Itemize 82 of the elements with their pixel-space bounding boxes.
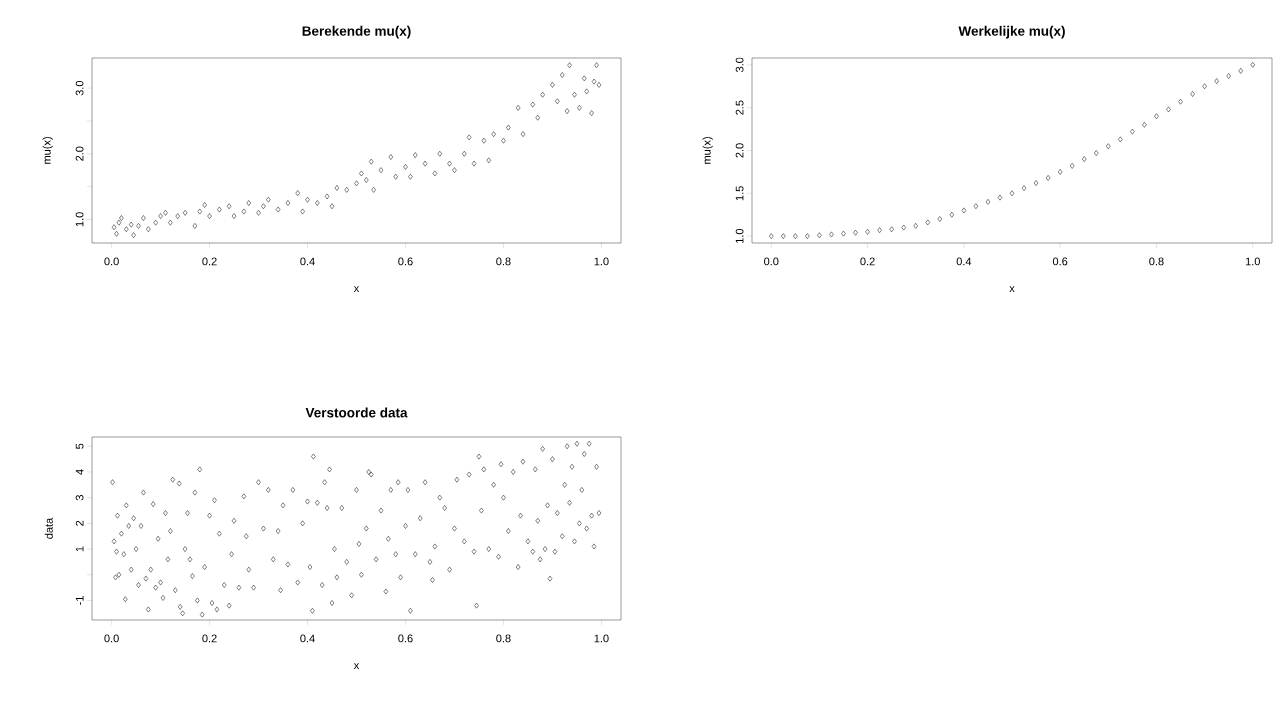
x-tick-label: 0.6 — [398, 634, 413, 643]
x-tick-label: 1.0 — [1245, 257, 1260, 266]
point — [1106, 143, 1111, 150]
point — [1070, 163, 1075, 169]
y-tick-label: 4 — [75, 469, 84, 475]
chart-title: Verstoorde data — [305, 407, 408, 418]
x-tick-label: 0.4 — [300, 634, 315, 643]
point — [997, 194, 1003, 201]
x-axis-title: x — [353, 286, 360, 292]
point — [1178, 98, 1183, 105]
x-axis-title: x — [1009, 286, 1015, 292]
y-tick-label: 2 — [75, 520, 84, 526]
point — [985, 199, 991, 205]
point — [781, 233, 786, 239]
point — [1021, 185, 1027, 192]
point — [769, 233, 774, 239]
point — [1190, 91, 1195, 97]
x-tick-label: 0.0 — [764, 257, 779, 266]
x-tick-label: 0.8 — [496, 257, 511, 266]
chart-title: Werkelijke mu(x) — [958, 25, 1065, 39]
x-tick-label: 0.8 — [1149, 257, 1164, 266]
x-tick-label: 0.4 — [300, 257, 315, 266]
y-tick-label: 2.0 — [75, 146, 84, 161]
x-tick-label: 0.2 — [860, 257, 875, 266]
point — [1154, 113, 1159, 120]
y-tick-label: 1.0 — [75, 212, 84, 227]
y-tick-label: -1 — [75, 596, 84, 605]
point — [913, 223, 918, 229]
point — [829, 231, 834, 238]
point — [1166, 106, 1171, 113]
point — [1250, 62, 1255, 68]
y-tick-label: 1.0 — [735, 228, 744, 243]
point — [1094, 150, 1099, 156]
point — [841, 230, 846, 237]
y-tick-label: 3.0 — [75, 80, 84, 96]
x-tick-label: 0.8 — [496, 634, 511, 643]
point — [949, 211, 955, 218]
y-tick-label: 3 — [75, 495, 84, 501]
point — [793, 233, 798, 239]
x-tick-label: 0.0 — [104, 257, 119, 266]
y-axis-title: mu(x) — [42, 137, 53, 164]
point — [1238, 67, 1243, 74]
chart-title: Berekende mu(x) — [302, 25, 411, 39]
point — [937, 216, 942, 222]
point — [1009, 190, 1015, 197]
y-axis-title: data — [44, 517, 53, 539]
x-tick-label: 0.4 — [956, 257, 972, 266]
point — [961, 207, 967, 214]
x-axis-title: x — [353, 663, 360, 669]
point — [1202, 83, 1207, 90]
point — [889, 226, 894, 233]
point — [1130, 128, 1135, 135]
y-tick-label: 2.5 — [735, 100, 744, 115]
point — [877, 227, 882, 233]
y-tick-label: 1.5 — [735, 186, 744, 201]
point — [865, 229, 870, 235]
x-tick-label: 0.0 — [104, 634, 119, 643]
y-axis-title: mu(x) — [702, 137, 713, 164]
point — [1033, 180, 1039, 186]
y-tick-label: 5 — [75, 443, 84, 449]
x-tick-label: 1.0 — [594, 634, 609, 643]
point — [1118, 136, 1123, 143]
x-tick-label: 1.0 — [594, 257, 609, 266]
y-tick-label: 2.0 — [735, 143, 744, 158]
point — [1214, 78, 1219, 84]
y-tick-label: 1 — [75, 546, 84, 552]
point — [1142, 121, 1147, 128]
point — [1082, 156, 1087, 162]
point — [1057, 169, 1063, 175]
y-tick-label: 3.0 — [735, 57, 744, 73]
point — [1226, 73, 1231, 79]
x-tick-label: 0.2 — [202, 257, 217, 266]
point — [853, 229, 858, 236]
x-tick-label: 0.6 — [1052, 257, 1068, 266]
point — [817, 232, 822, 239]
point — [805, 233, 810, 239]
point — [925, 219, 930, 226]
x-tick-label: 0.2 — [202, 634, 217, 643]
point — [973, 203, 979, 210]
x-tick-label: 0.6 — [398, 257, 413, 266]
point — [901, 224, 906, 231]
point — [1045, 175, 1051, 181]
